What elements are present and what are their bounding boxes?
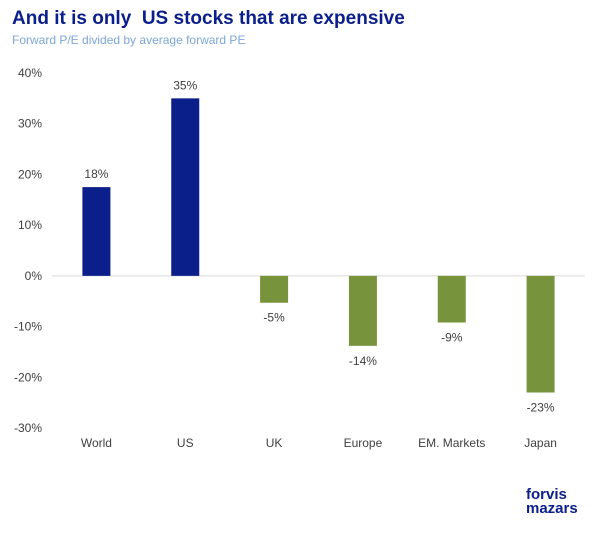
x-category-label: UK [266, 436, 283, 450]
y-tick-label: -10% [14, 320, 42, 334]
x-category-label: US [177, 436, 194, 450]
x-category-label: EM. Markets [418, 436, 485, 450]
y-tick-label: -20% [14, 370, 42, 384]
chart-title: And it is only US stocks that are expens… [12, 8, 405, 29]
data-label: 18% [84, 167, 108, 181]
bar-em-markets [437, 275, 466, 323]
y-tick-label: 0% [25, 269, 43, 283]
x-category-label: Europe [344, 436, 383, 450]
x-category-label: Japan [524, 436, 557, 450]
y-tick-label: 40% [18, 66, 42, 80]
bar-world [82, 187, 111, 276]
forvis-mazars-logo: forvis mazars [526, 486, 578, 517]
y-tick-label: 20% [18, 167, 42, 181]
y-tick-label: 30% [18, 117, 42, 131]
bar-japan [526, 275, 555, 393]
logo-line-2: mazars [526, 500, 578, 517]
data-label: 35% [173, 78, 197, 92]
data-label: -9% [441, 331, 463, 345]
y-tick-label: -30% [14, 421, 42, 435]
data-label: -14% [349, 354, 377, 368]
bar-europe [348, 275, 377, 346]
chart-subtitle: Forward P/E divided by average forward P… [12, 33, 246, 47]
bar-us [171, 98, 200, 276]
y-tick-label: 10% [18, 218, 42, 232]
bar-uk [260, 275, 289, 303]
data-label: -5% [263, 311, 285, 325]
data-label: -23% [527, 401, 555, 415]
logo-line-1: forvis [526, 486, 567, 503]
x-category-label: World [81, 436, 112, 450]
